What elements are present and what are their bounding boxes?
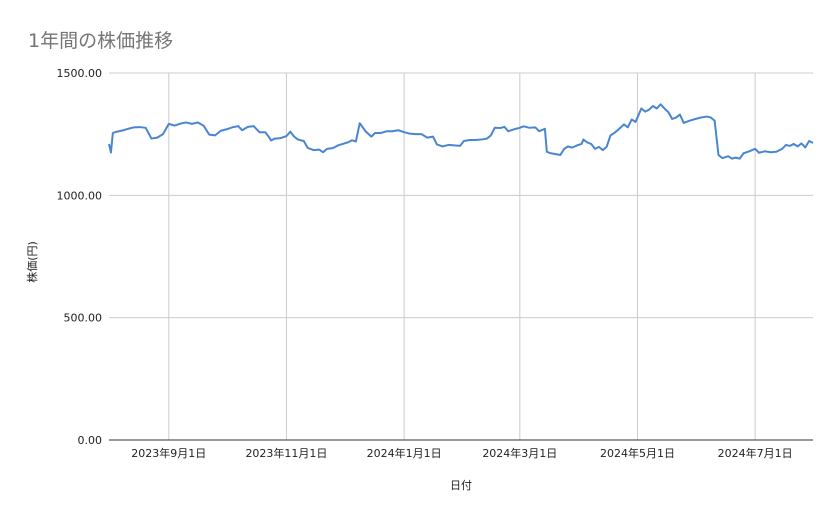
x-axis-title: 日付 <box>450 479 472 492</box>
series-line <box>108 103 814 160</box>
gridlines <box>109 72 813 440</box>
x-tick-label: 2023年9月1日 <box>131 446 206 460</box>
series-layer <box>108 103 814 160</box>
y-tick-label: 1500.00 <box>57 67 103 80</box>
y-tick-label: 1000.00 <box>57 189 103 202</box>
x-tick-label: 2023年11月1日 <box>245 446 327 460</box>
chart-title: 1年間の株価推移 <box>28 30 174 52</box>
y-tick-label: 0.00 <box>78 434 103 447</box>
x-tick-label: 2024年3月1日 <box>482 446 557 460</box>
tick-labels: 0.00 500.00 1000.00 1500.00 2023年9月1日 2023年11… <box>57 67 793 460</box>
x-tick-label: 2024年1月1日 <box>367 446 442 460</box>
y-tick-label: 500.00 <box>64 312 103 325</box>
y-axis-title: 株価(円) <box>25 241 39 283</box>
x-tick-label: 2024年7月1日 <box>718 446 793 460</box>
x-tick-label: 2024年5月1日 <box>600 446 675 460</box>
